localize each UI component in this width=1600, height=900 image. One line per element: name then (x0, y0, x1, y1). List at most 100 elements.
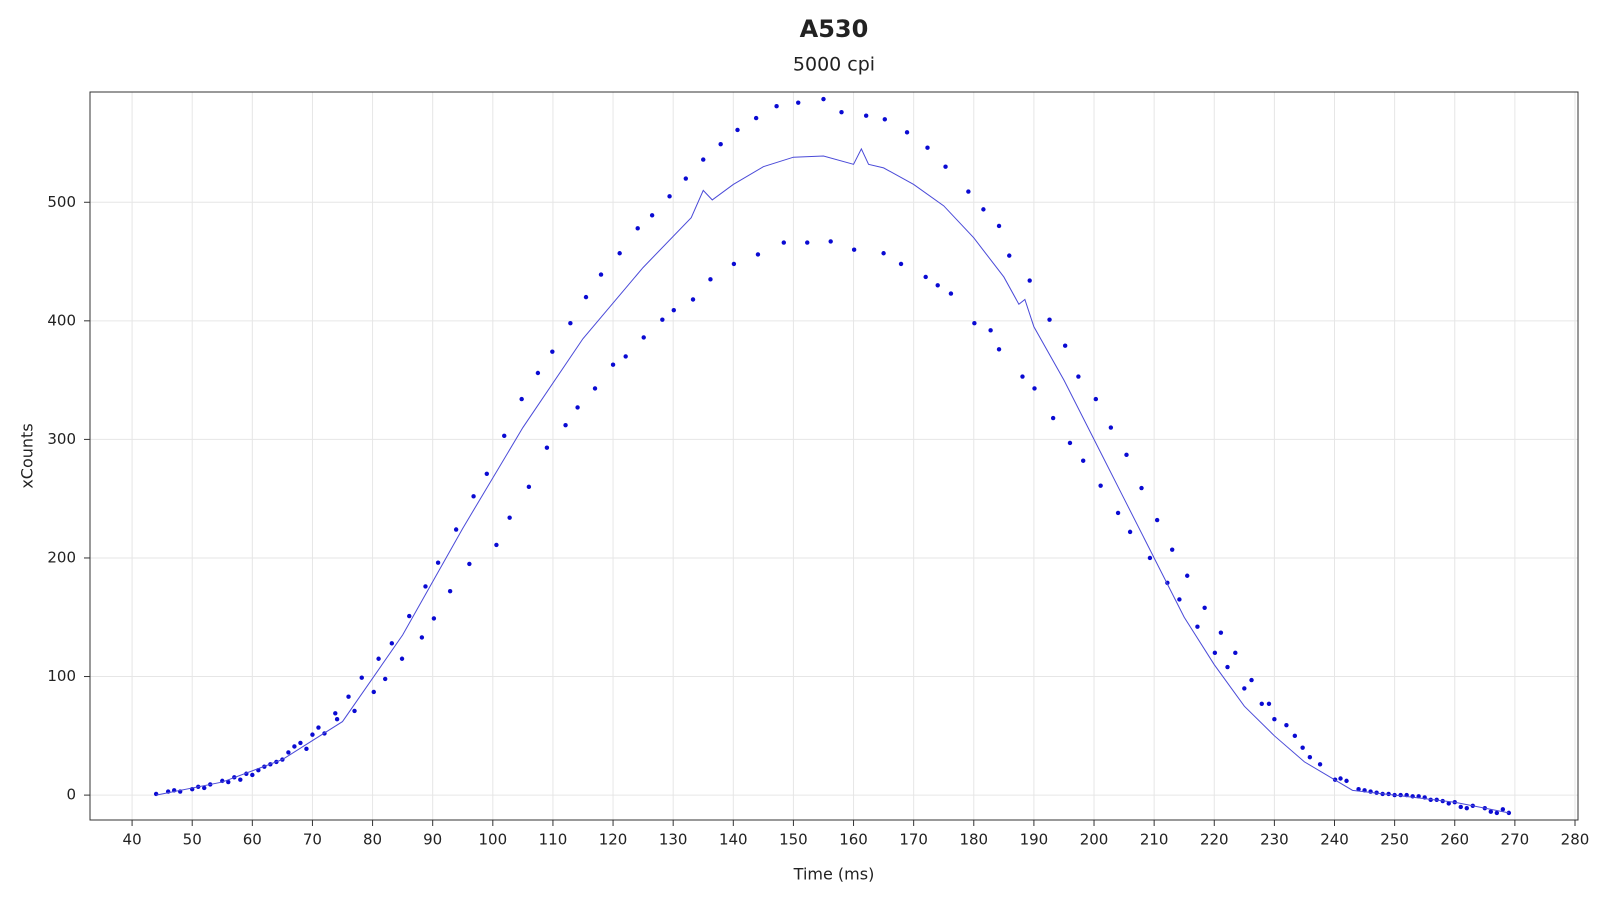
scatter-point (153, 791, 159, 797)
scatter-point (671, 307, 676, 313)
scatter-point (399, 656, 405, 661)
scatter-point (667, 194, 672, 199)
x-tick-label: 190 (1020, 831, 1049, 849)
scatter-point (494, 542, 499, 548)
scatter-point (310, 732, 315, 737)
scatter-point (948, 291, 954, 296)
scatter-point (1249, 677, 1254, 683)
y-tick-label: 400 (47, 311, 76, 329)
x-tick-label: 160 (839, 831, 868, 849)
scatter-point (821, 96, 826, 102)
scatter-point (304, 746, 309, 752)
x-tick-label: 210 (1140, 831, 1169, 849)
scatter-point (610, 362, 616, 367)
scatter-point (563, 422, 568, 428)
scatter-point (286, 750, 291, 755)
x-tick-label: 110 (539, 831, 568, 849)
scatter-point (544, 445, 550, 450)
x-tick-label: 150 (779, 831, 808, 849)
scatter-point (316, 725, 321, 730)
scatter-point (333, 711, 338, 716)
scatter-point (972, 321, 977, 326)
scatter-point (755, 252, 761, 257)
scatter-point (981, 207, 986, 212)
scatter-point (238, 777, 243, 782)
scatter-point (419, 635, 425, 640)
x-tick-label: 260 (1440, 831, 1469, 849)
scatter-point (1446, 801, 1451, 806)
scatter-point (966, 189, 971, 194)
scatter-point (371, 689, 376, 695)
scatter-point (935, 283, 940, 288)
scatter-point (635, 226, 640, 231)
scatter-point (592, 386, 598, 391)
scatter-point (701, 157, 706, 162)
scatter-point (1007, 253, 1012, 258)
scatter-point (1259, 701, 1264, 707)
x-tick-label: 180 (959, 831, 988, 849)
scatter-point (735, 127, 740, 133)
scatter-point (1027, 278, 1032, 283)
scatter-point (839, 109, 844, 115)
x-tick-label: 240 (1320, 831, 1349, 849)
scatter-point (298, 740, 303, 746)
x-tick-label: 140 (719, 831, 748, 849)
scatter-point (881, 251, 886, 256)
x-tick-label: 100 (478, 831, 507, 849)
scatter-point (863, 113, 869, 118)
scatter-point (352, 708, 357, 714)
scatter-point (1458, 804, 1463, 810)
scatter-point (292, 744, 297, 749)
scatter-point (575, 405, 580, 410)
scatter-point (1284, 722, 1289, 728)
x-tick-label: 50 (183, 831, 202, 849)
scatter-point (1338, 776, 1343, 781)
plot-frame (89, 91, 1579, 821)
scatter-point (435, 560, 441, 565)
scatter-point (359, 675, 364, 680)
y-tick-label: 0 (66, 786, 76, 804)
x-tick-label: 280 (1561, 831, 1590, 849)
scatter-point (1233, 650, 1238, 656)
scatter-point (774, 104, 779, 109)
scatter-point (1218, 630, 1224, 635)
scatter-point (583, 294, 589, 300)
x-tick-label: 250 (1380, 831, 1409, 849)
scatter-point (1272, 717, 1277, 722)
scatter-point (1047, 317, 1052, 322)
scatter-point (423, 584, 428, 589)
scatter-point (1124, 452, 1129, 458)
scatter-point (1195, 624, 1200, 629)
scatter-point (1139, 485, 1144, 491)
scatter-point (649, 213, 655, 218)
scatter-point (1177, 597, 1182, 602)
scatter-point (1108, 425, 1114, 430)
scatter-point (1050, 415, 1056, 421)
scatter-point (471, 494, 476, 499)
scatter-point (641, 335, 646, 340)
scatter-point (731, 261, 737, 267)
y-tick-label: 100 (47, 667, 76, 685)
scatter-point (1169, 547, 1175, 552)
scatter-point (898, 261, 904, 267)
scatter-point (617, 251, 622, 256)
scatter-point (1266, 701, 1272, 707)
chart-title: A530 (800, 15, 869, 43)
x-tick-label: 170 (899, 831, 928, 849)
scatter-point (507, 515, 512, 520)
scatter-point (683, 176, 689, 181)
x-axis-label: Time (ms) (793, 865, 875, 884)
scatter-point (1081, 458, 1086, 463)
scatter-point (467, 561, 472, 567)
scatter-point (535, 370, 541, 376)
scatter-point (904, 130, 910, 135)
x-tick-label: 80 (363, 831, 382, 849)
chart-subtitle: 5000 cpi (793, 54, 875, 76)
scatter-point (1398, 792, 1403, 798)
scatter-point (226, 779, 231, 785)
scatter-point (453, 527, 459, 532)
x-tick-label: 70 (303, 831, 322, 849)
scatter-point (382, 676, 388, 682)
